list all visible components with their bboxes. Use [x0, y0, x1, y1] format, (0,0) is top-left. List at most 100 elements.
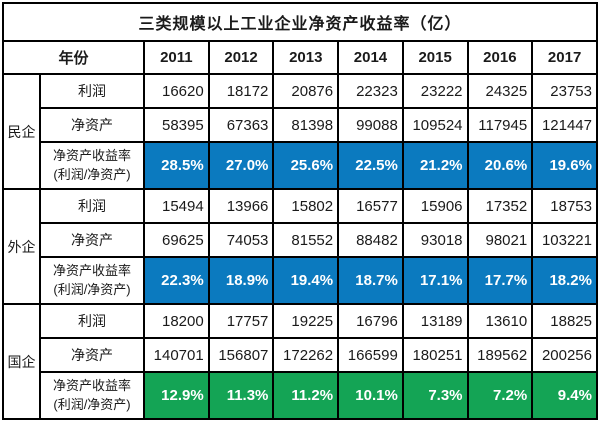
roe-value: 11.2%: [272, 371, 340, 420]
profit-value: 18825: [531, 303, 598, 339]
row-label-profit: 利润: [39, 73, 145, 109]
net-assets-value: 166599: [337, 337, 404, 373]
profit-value: 17352: [466, 188, 534, 224]
group-label: 国企: [2, 303, 41, 420]
net-assets-value: 67363: [207, 107, 275, 143]
roe-label-line2: (利润/净资产): [53, 281, 131, 297]
roe-value: 27.0%: [207, 141, 275, 190]
year-col-header: 2017: [531, 40, 598, 75]
net-assets-value: 121447: [531, 107, 598, 143]
net-assets-value: 140701: [143, 337, 210, 373]
net-assets-value: 172262: [272, 337, 340, 373]
net-assets-value: 98021: [466, 222, 534, 258]
net-assets-value: 93018: [401, 222, 469, 258]
group-label: 外企: [2, 188, 41, 305]
profit-value: 22323: [337, 73, 404, 109]
net-assets-value: 180251: [401, 337, 469, 373]
profit-value: 19225: [272, 303, 340, 339]
row-label-net-assets: 净资产: [39, 107, 145, 143]
table-row: 净资产收益率 (利润/净资产) 28.5% 27.0% 25.6% 22.5% …: [3, 141, 598, 190]
net-assets-value: 81552: [272, 222, 340, 258]
profit-value: 18200: [143, 303, 210, 339]
table-row: 净资产 140701 156807 172262 166599 180251 1…: [3, 337, 598, 373]
year-col-header: 2016: [466, 40, 534, 75]
row-label-net-assets: 净资产: [39, 222, 145, 258]
table-row: 民企 利润 16620 18172 20876 22323 23222 2432…: [2, 73, 598, 190]
table-row: 净资产收益率 (利润/净资产) 12.9% 11.3% 11.2% 10.1% …: [3, 371, 598, 420]
net-assets-value: 200256: [531, 337, 598, 373]
profit-value: 16620: [143, 73, 210, 109]
year-col-header: 2011: [143, 40, 210, 75]
net-assets-value: 156807: [207, 337, 275, 373]
roe-label-line1: 净资产收益率: [52, 262, 131, 278]
roe-label-line2: (利润/净资产): [53, 396, 131, 412]
roe-value: 7.2%: [466, 371, 534, 420]
profit-value: 16796: [337, 303, 404, 339]
profit-value: 13189: [401, 303, 469, 339]
roe-value: 22.3%: [143, 256, 210, 305]
roe-value: 25.6%: [272, 141, 340, 190]
row-label-roe: 净资产收益率 (利润/净资产): [39, 141, 145, 190]
profit-value: 13610: [466, 303, 534, 339]
table-row: 净资产 58395 67363 81398 99088 109524 11794…: [3, 107, 598, 143]
row-label-profit: 利润: [39, 188, 145, 224]
roe-value: 17.1%: [401, 256, 469, 305]
net-assets-value: 69625: [143, 222, 210, 258]
net-assets-value: 88482: [337, 222, 404, 258]
net-assets-value: 81398: [272, 107, 340, 143]
row-label-net-assets: 净资产: [39, 337, 145, 373]
profit-value: 15802: [272, 188, 340, 224]
header-row: 年份 2011 2012 2013 2014 2015 2016 2017: [2, 40, 598, 75]
table-row: 净资产收益率 (利润/净资产) 22.3% 18.9% 19.4% 18.7% …: [3, 256, 598, 305]
row-label-roe: 净资产收益率 (利润/净资产): [39, 371, 145, 420]
roe-label-line1: 净资产收益率: [52, 377, 131, 393]
title-row: 三类规模以上工业企业净资产收益率（亿）: [2, 2, 598, 42]
profit-value: 17757: [207, 303, 275, 339]
net-assets-value: 58395: [143, 107, 210, 143]
roe-label-line1: 净资产收益率: [52, 147, 131, 163]
roe-value: 18.2%: [531, 256, 598, 305]
roe-value: 28.5%: [143, 141, 210, 190]
table-title: 三类规模以上工业企业净资产收益率（亿）: [2, 2, 598, 42]
roe-value: 20.6%: [466, 141, 534, 190]
net-assets-value: 109524: [401, 107, 469, 143]
row-label-profit: 利润: [39, 303, 145, 339]
profit-value: 23753: [531, 73, 598, 109]
year-header-cell: 年份: [2, 40, 145, 75]
roe-value: 12.9%: [143, 371, 210, 420]
row-label-roe: 净资产收益率 (利润/净资产): [39, 256, 145, 305]
roe-value: 18.7%: [337, 256, 404, 305]
profit-value: 16577: [337, 188, 404, 224]
profit-value: 20876: [272, 73, 340, 109]
roe-value: 22.5%: [337, 141, 404, 190]
year-col-header: 2015: [401, 40, 469, 75]
roe-value: 21.2%: [401, 141, 469, 190]
net-assets-value: 117945: [466, 107, 534, 143]
group-label: 民企: [2, 73, 41, 190]
year-col-header: 2014: [337, 40, 404, 75]
roe-value: 19.4%: [272, 256, 340, 305]
roe-label-line2: (利润/净资产): [53, 166, 131, 182]
profit-value: 15906: [401, 188, 469, 224]
profit-value: 18172: [207, 73, 275, 109]
roe-value: 7.3%: [401, 371, 469, 420]
roe-value: 11.3%: [207, 371, 275, 420]
profit-value: 23222: [401, 73, 469, 109]
net-assets-value: 103221: [531, 222, 598, 258]
roe-table: 三类规模以上工业企业净资产收益率（亿） 年份 2011 2012 2013 20…: [2, 2, 598, 420]
roe-value: 18.9%: [207, 256, 275, 305]
profit-value: 18753: [531, 188, 598, 224]
table-row: 国企 利润 18200 17757 19225 16796 13189 1361…: [2, 303, 598, 420]
table-row: 净资产 69625 74053 81552 88482 93018 98021 …: [3, 222, 598, 258]
roe-value: 17.7%: [466, 256, 534, 305]
profit-value: 15494: [143, 188, 210, 224]
profit-value: 13966: [207, 188, 275, 224]
roe-value: 9.4%: [531, 371, 598, 420]
roe-value: 10.1%: [337, 371, 404, 420]
profit-value: 24325: [466, 73, 534, 109]
net-assets-value: 99088: [337, 107, 404, 143]
net-assets-value: 189562: [466, 337, 534, 373]
roe-value: 19.6%: [531, 141, 598, 190]
table-row: 外企 利润 15494 13966 15802 16577 15906 1735…: [2, 188, 598, 305]
